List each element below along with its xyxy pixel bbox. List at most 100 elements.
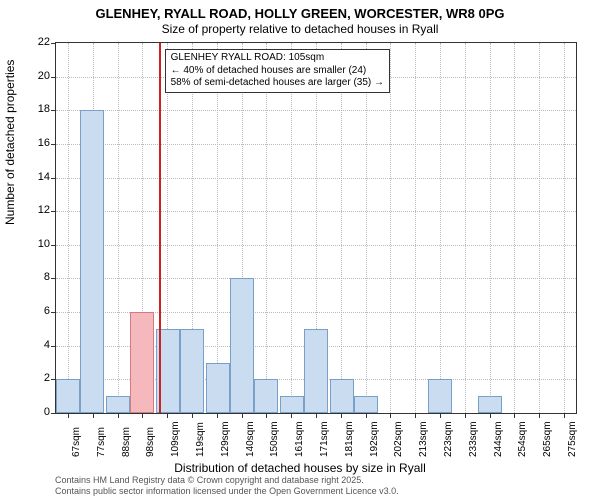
gridline-v: [564, 43, 565, 413]
xtick-mark: [366, 413, 367, 418]
ytick-label: 8: [44, 271, 50, 283]
xtick-label: 98sqm: [145, 427, 156, 457]
ytick-mark: [51, 211, 56, 212]
annotation-line: 58% of semi-detached houses are larger (…: [171, 77, 384, 90]
xtick-label: 254sqm: [517, 421, 528, 457]
ytick-mark: [51, 144, 56, 145]
ytick-mark: [51, 77, 56, 78]
x-axis-label: Distribution of detached houses by size …: [0, 461, 600, 475]
xtick-mark: [291, 413, 292, 418]
bar: [478, 396, 502, 413]
chart-title-main: GLENHEY, RYALL ROAD, HOLLY GREEN, WORCES…: [0, 6, 600, 21]
ytick-label: 2: [44, 372, 50, 384]
ytick-label: 14: [38, 171, 50, 183]
bar-highlight: [130, 312, 154, 413]
gridline-v: [440, 43, 441, 413]
xtick-mark: [514, 413, 515, 418]
xtick-label: 150sqm: [269, 421, 280, 457]
gridline-v: [366, 43, 367, 413]
xtick-label: 140sqm: [245, 421, 256, 457]
xtick-mark: [192, 413, 193, 418]
xtick-label: 213sqm: [418, 421, 429, 457]
xtick-label: 119sqm: [195, 422, 206, 457]
xtick-mark: [118, 413, 119, 418]
ytick-mark: [51, 312, 56, 313]
xtick-mark: [564, 413, 565, 418]
chart-title-sub: Size of property relative to detached ho…: [0, 22, 600, 36]
gridline-v: [291, 43, 292, 413]
bar: [354, 396, 378, 413]
ytick-mark: [51, 178, 56, 179]
gridline-v: [465, 43, 466, 413]
gridline-v: [539, 43, 540, 413]
xtick-label: 67sqm: [71, 427, 82, 457]
xtick-label: 129sqm: [220, 421, 231, 457]
xtick-label: 171sqm: [319, 421, 330, 457]
ytick-mark: [51, 346, 56, 347]
ytick-mark: [51, 110, 56, 111]
ytick-label: 12: [38, 204, 50, 216]
annotation-line: ← 40% of detached houses are smaller (24…: [171, 65, 384, 78]
xtick-mark: [465, 413, 466, 418]
y-axis-label: Number of detached properties: [3, 60, 17, 225]
xtick-label: 161sqm: [294, 421, 305, 457]
xtick-mark: [266, 413, 267, 418]
gridline-v: [217, 43, 218, 413]
bar: [106, 396, 130, 413]
ytick-label: 16: [38, 137, 50, 149]
xtick-label: 88sqm: [121, 427, 132, 457]
footer-line-1: Contains HM Land Registry data © Crown c…: [55, 475, 575, 486]
gridline-v: [118, 43, 119, 413]
gridline-v: [490, 43, 491, 413]
ytick-mark: [51, 413, 56, 414]
xtick-mark: [415, 413, 416, 418]
bar: [254, 379, 278, 413]
plot-area: GLENHEY RYALL ROAD: 105sqm← 40% of detac…: [55, 42, 577, 414]
chart-footer: Contains HM Land Registry data © Crown c…: [55, 475, 575, 497]
xtick-label: 202sqm: [393, 421, 404, 457]
xtick-mark: [490, 413, 491, 418]
ytick-mark: [51, 43, 56, 44]
ytick-label: 20: [38, 70, 50, 82]
xtick-label: 192sqm: [369, 421, 380, 457]
xtick-label: 109sqm: [170, 421, 181, 457]
bar: [304, 329, 328, 413]
gridline-v: [514, 43, 515, 413]
xtick-mark: [217, 413, 218, 418]
ytick-mark: [51, 278, 56, 279]
gridline-v: [390, 43, 391, 413]
footer-line-2: Contains public sector information licen…: [55, 486, 575, 497]
xtick-mark: [539, 413, 540, 418]
property-marker-line: [159, 43, 161, 413]
xtick-mark: [68, 413, 69, 418]
xtick-mark: [440, 413, 441, 418]
gridline-v: [266, 43, 267, 413]
annotation-line: GLENHEY RYALL ROAD: 105sqm: [171, 52, 384, 65]
gridline-v: [68, 43, 69, 413]
xtick-label: 265sqm: [542, 421, 553, 457]
xtick-mark: [167, 413, 168, 418]
xtick-mark: [142, 413, 143, 418]
ytick-label: 10: [38, 238, 50, 250]
bar: [280, 396, 304, 413]
xtick-mark: [316, 413, 317, 418]
ytick-mark: [51, 245, 56, 246]
ytick-label: 4: [44, 339, 50, 351]
ytick-label: 18: [38, 103, 50, 115]
xtick-label: 275sqm: [567, 421, 578, 457]
xtick-mark: [390, 413, 391, 418]
bar: [330, 379, 354, 413]
ytick-label: 0: [44, 406, 50, 418]
xtick-label: 77sqm: [96, 427, 107, 457]
xtick-mark: [242, 413, 243, 418]
xtick-label: 181sqm: [344, 421, 355, 457]
bar: [206, 363, 230, 413]
ytick-label: 6: [44, 305, 50, 317]
xtick-label: 244sqm: [493, 421, 504, 457]
xtick-mark: [341, 413, 342, 418]
bar: [230, 278, 254, 413]
annotation-box: GLENHEY RYALL ROAD: 105sqm← 40% of detac…: [165, 49, 390, 93]
gridline-v: [341, 43, 342, 413]
ytick-label: 22: [38, 36, 50, 48]
bar: [80, 110, 104, 413]
